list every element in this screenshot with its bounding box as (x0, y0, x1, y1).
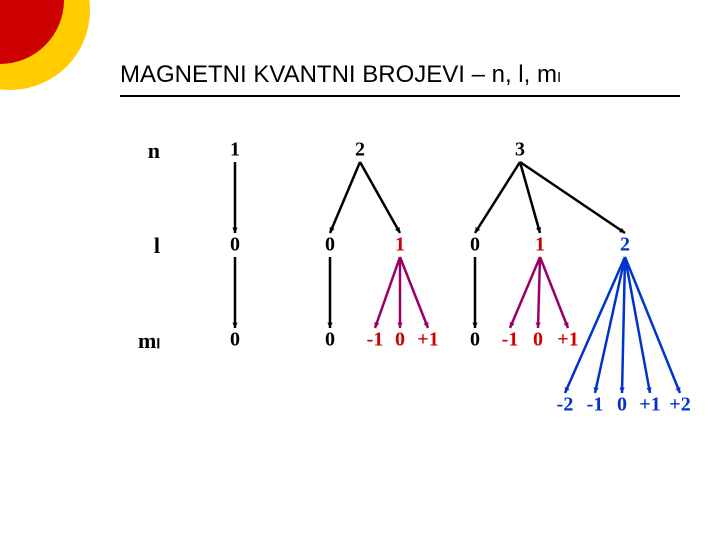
ml-node: 0 (325, 329, 335, 352)
l-node: 0 (470, 234, 480, 257)
n-node: 3 (515, 139, 525, 162)
ml-node: 0 (230, 329, 240, 352)
ml-node: +2 (669, 394, 690, 417)
slide-title: MAGNETNI KVANTNI BROJEVI – n, l, mₗ (120, 60, 680, 95)
l-node: 1 (395, 234, 405, 257)
n-node: 1 (230, 139, 240, 162)
row-label-ml: mₗ (120, 328, 160, 354)
corner-decoration (0, 0, 110, 110)
row-label-n: n (120, 138, 160, 164)
l-node: 0 (230, 234, 240, 257)
ml-node: +1 (557, 329, 578, 352)
ml-node: +1 (417, 329, 438, 352)
title-block: MAGNETNI KVANTNI BROJEVI – n, l, mₗ (120, 60, 680, 97)
ml-node: 0 (617, 394, 627, 417)
ml-node: -1 (587, 394, 604, 417)
l-node: 1 (535, 234, 545, 257)
n-node: 2 (355, 139, 365, 162)
ml-node: 0 (395, 329, 405, 352)
l-node: 0 (325, 234, 335, 257)
ml-node: 0 (470, 329, 480, 352)
ml-node: -1 (367, 329, 384, 352)
ml-node: -1 (502, 329, 519, 352)
ml-node: 0 (533, 329, 543, 352)
arrows-layer (120, 150, 720, 470)
ml-node: +1 (639, 394, 660, 417)
row-label-l: l (120, 233, 160, 259)
l-node: 2 (620, 234, 630, 257)
ml-node: -2 (557, 394, 574, 417)
title-underline (120, 95, 680, 97)
